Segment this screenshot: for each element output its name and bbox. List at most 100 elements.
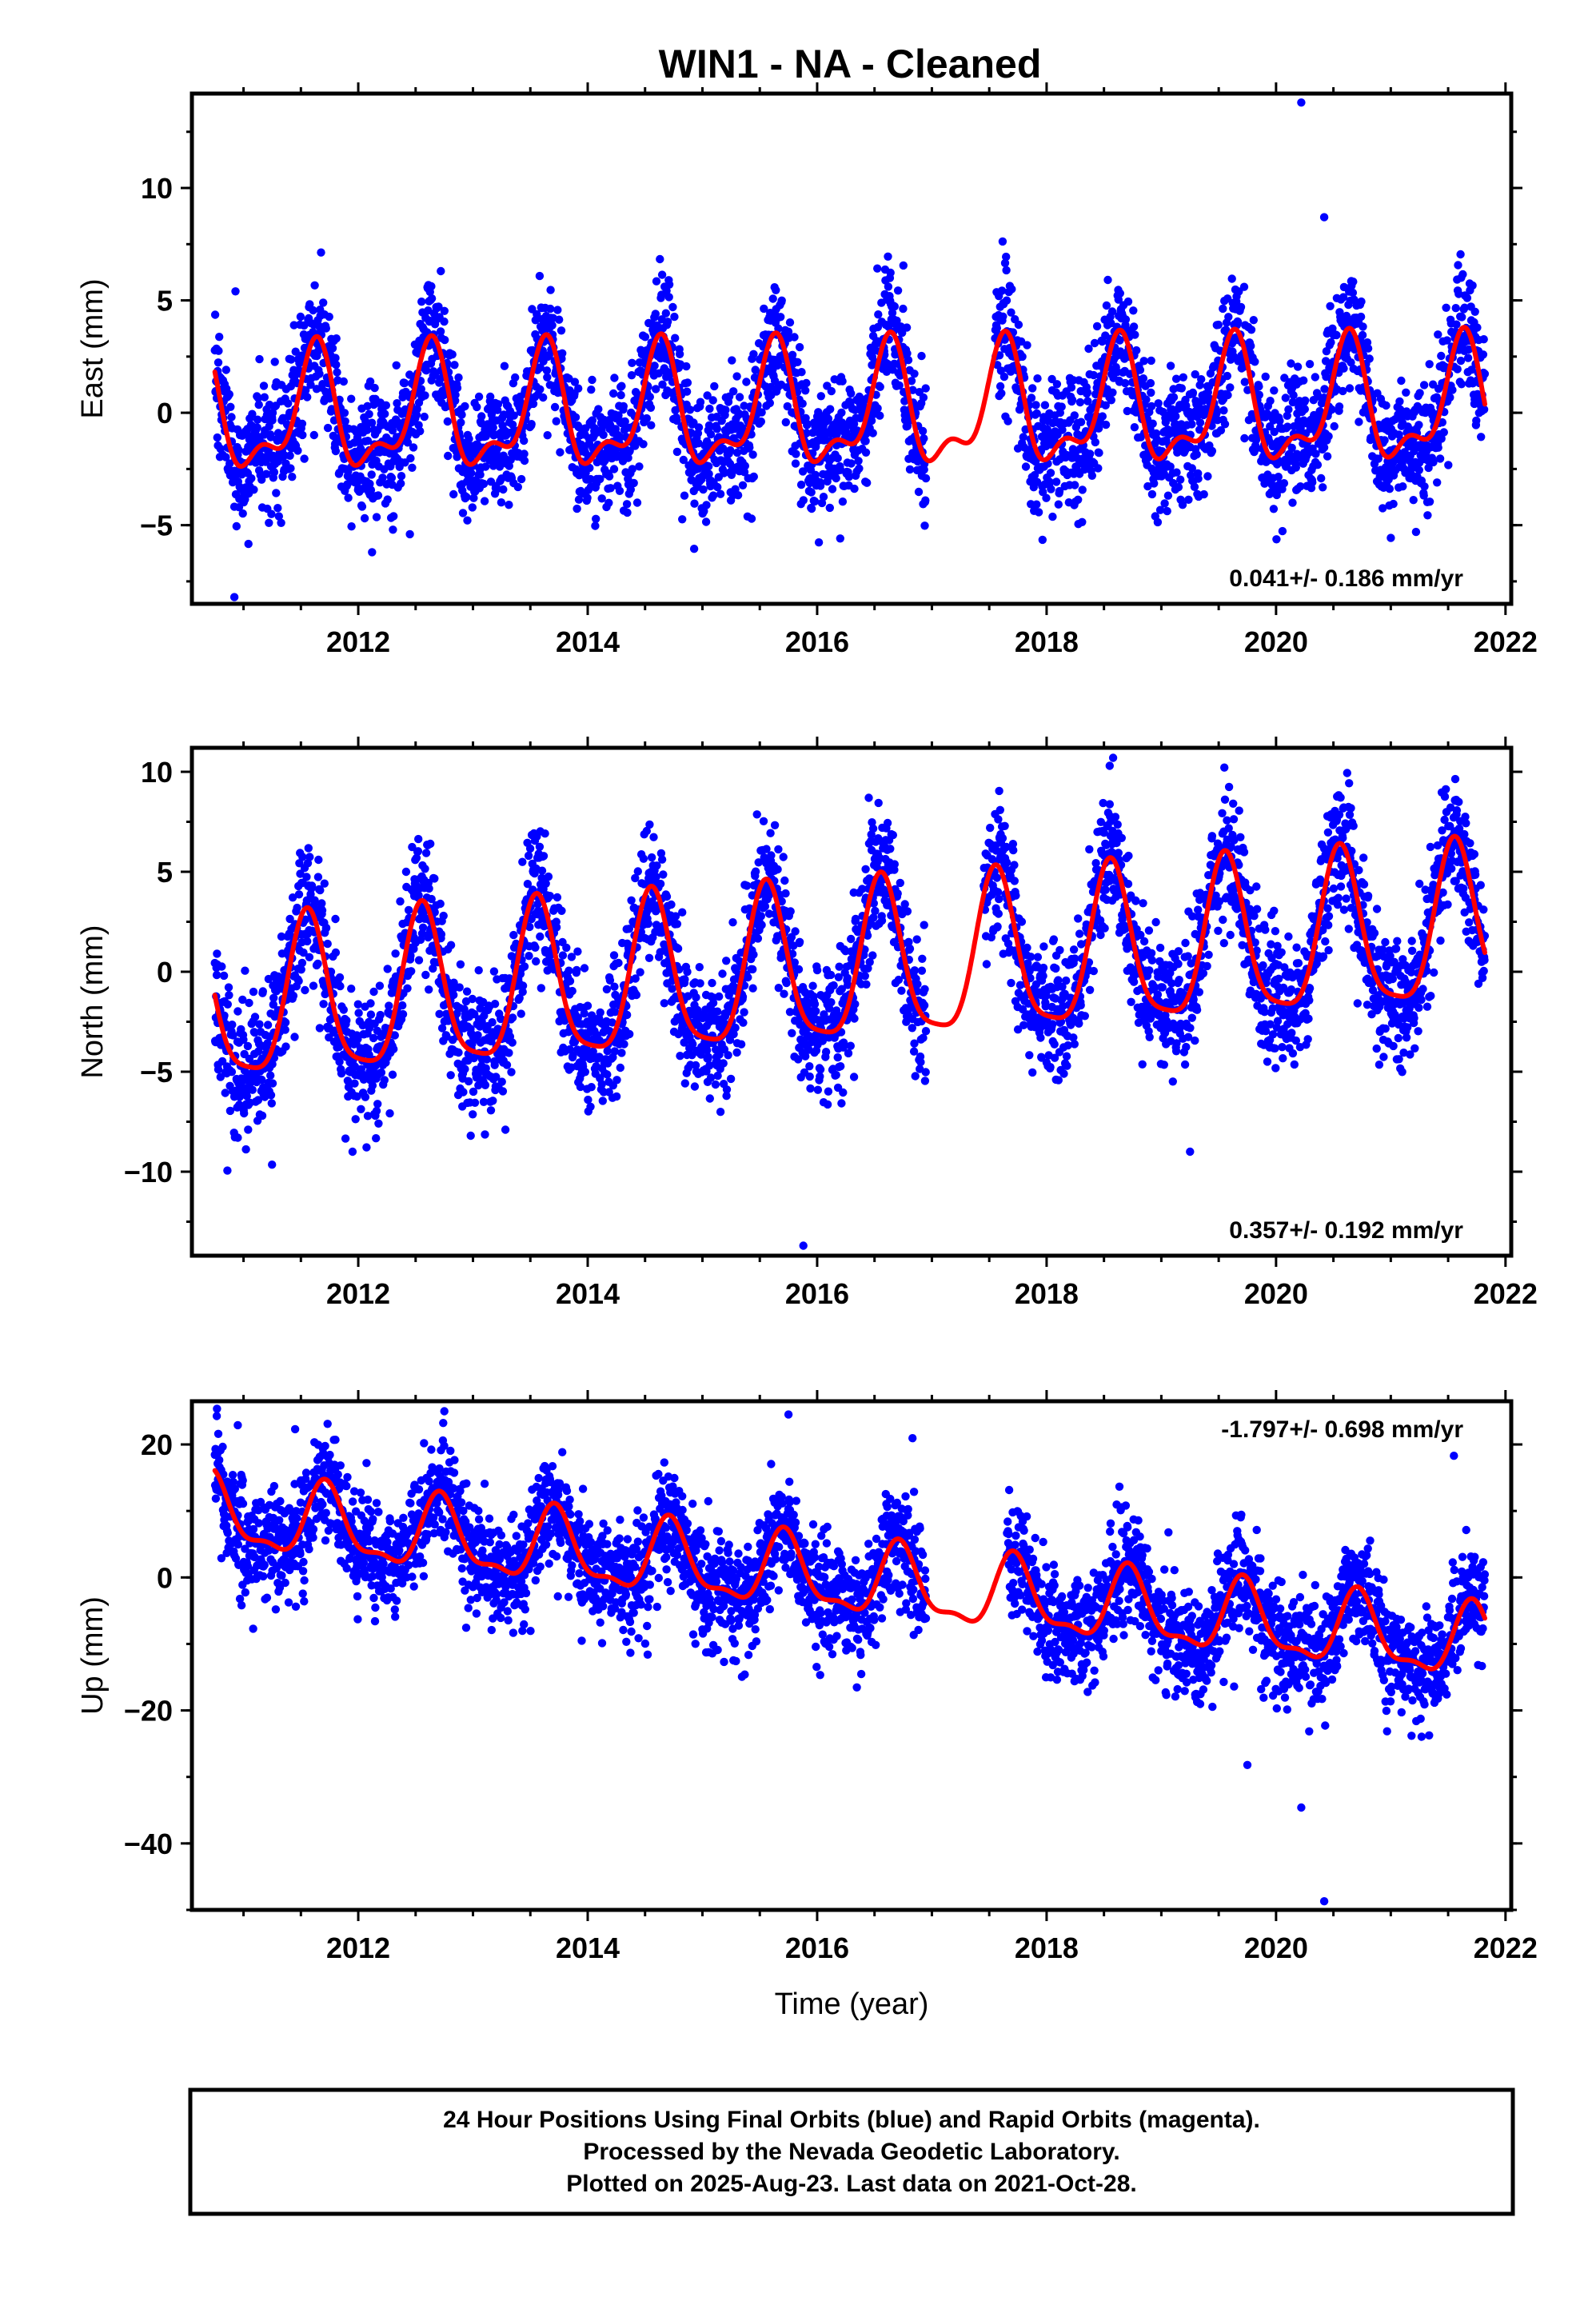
north-point bbox=[625, 1029, 634, 1039]
north-point bbox=[385, 1001, 393, 1010]
east-point bbox=[462, 493, 471, 501]
north-point bbox=[403, 984, 412, 993]
east-point bbox=[1083, 388, 1092, 397]
north-point bbox=[627, 896, 636, 905]
east-point bbox=[1240, 378, 1250, 386]
north-point bbox=[331, 948, 341, 957]
east-point bbox=[434, 302, 443, 311]
east-point bbox=[791, 459, 800, 468]
east-point bbox=[1078, 485, 1087, 494]
east-point bbox=[1270, 386, 1279, 395]
east-point bbox=[594, 405, 603, 413]
north-point bbox=[490, 1000, 500, 1009]
north-point bbox=[545, 892, 554, 901]
north-point bbox=[553, 893, 562, 902]
north-point bbox=[372, 1134, 381, 1143]
north-point bbox=[314, 855, 323, 865]
east-point bbox=[740, 461, 749, 470]
north-point bbox=[219, 971, 229, 981]
east-point bbox=[604, 472, 614, 481]
east-point bbox=[1247, 342, 1255, 350]
east-point bbox=[675, 350, 684, 358]
north-point bbox=[224, 983, 233, 992]
north-point bbox=[302, 873, 311, 881]
east-point bbox=[421, 391, 429, 400]
east-point bbox=[373, 491, 383, 500]
east-point bbox=[663, 318, 672, 326]
east-point bbox=[997, 286, 1007, 295]
east-point bbox=[1007, 285, 1016, 294]
east-point bbox=[740, 468, 749, 477]
east-point bbox=[269, 468, 279, 477]
east-point bbox=[690, 499, 699, 508]
north-point bbox=[268, 1079, 277, 1088]
east-point bbox=[680, 491, 689, 500]
east-point bbox=[397, 472, 406, 481]
east-point bbox=[347, 394, 356, 403]
east-outlier-point bbox=[1411, 527, 1421, 537]
east-point bbox=[248, 409, 257, 418]
north-point bbox=[372, 1106, 381, 1116]
east-point bbox=[652, 277, 661, 286]
east-point bbox=[1021, 462, 1031, 471]
east-point bbox=[325, 394, 334, 403]
east-point bbox=[486, 392, 495, 401]
east-y-tick-label: 10 bbox=[141, 172, 173, 205]
east-point bbox=[920, 434, 928, 443]
east-point bbox=[1365, 354, 1374, 363]
east-point bbox=[331, 446, 341, 456]
east-point bbox=[285, 451, 294, 460]
east-point bbox=[1219, 406, 1228, 415]
east-point bbox=[543, 431, 552, 440]
east-point bbox=[1414, 421, 1423, 429]
east-point bbox=[1327, 338, 1335, 347]
east-point bbox=[904, 356, 913, 365]
east-point bbox=[1269, 505, 1279, 513]
east-y-tick-label: −5 bbox=[140, 509, 173, 542]
east-point bbox=[797, 368, 806, 377]
east-point bbox=[588, 375, 597, 385]
east-point bbox=[902, 323, 912, 332]
north-point bbox=[339, 1005, 348, 1014]
east-point bbox=[850, 484, 859, 493]
east-point bbox=[1070, 411, 1079, 420]
east-point bbox=[1266, 397, 1275, 405]
east-point bbox=[1057, 402, 1066, 411]
east-point bbox=[825, 503, 835, 513]
north-point bbox=[369, 987, 378, 997]
north-point bbox=[336, 981, 345, 991]
east-point bbox=[1462, 294, 1472, 302]
north-point bbox=[374, 1119, 383, 1129]
north-point bbox=[544, 872, 553, 881]
east-point bbox=[836, 534, 845, 543]
east-point bbox=[751, 366, 760, 374]
east-point bbox=[363, 437, 373, 445]
north-point bbox=[281, 1018, 290, 1027]
east-point bbox=[816, 392, 825, 401]
east-point bbox=[861, 437, 870, 445]
east-point bbox=[357, 502, 367, 511]
east-point bbox=[1154, 399, 1163, 408]
east-point bbox=[617, 382, 626, 390]
east-point bbox=[997, 389, 1006, 397]
east-point bbox=[1434, 330, 1442, 339]
north-point bbox=[568, 986, 577, 996]
east-point bbox=[893, 286, 903, 295]
east-point bbox=[333, 368, 341, 377]
north-point bbox=[518, 857, 527, 866]
north-point bbox=[223, 1000, 232, 1009]
east-point bbox=[225, 459, 234, 468]
east-point bbox=[332, 360, 341, 370]
east-outlier-point bbox=[229, 593, 239, 601]
east-point bbox=[819, 493, 828, 501]
north-point bbox=[507, 1068, 516, 1077]
east-point bbox=[726, 445, 735, 455]
north-point bbox=[580, 964, 589, 973]
east-point bbox=[378, 473, 387, 482]
east-point bbox=[996, 382, 1005, 391]
east-point bbox=[828, 485, 837, 493]
east-y-axis-label: East (mm) bbox=[76, 278, 110, 418]
east-point bbox=[1040, 401, 1050, 409]
east-outlier-point bbox=[405, 529, 414, 539]
east-point bbox=[1233, 318, 1243, 326]
